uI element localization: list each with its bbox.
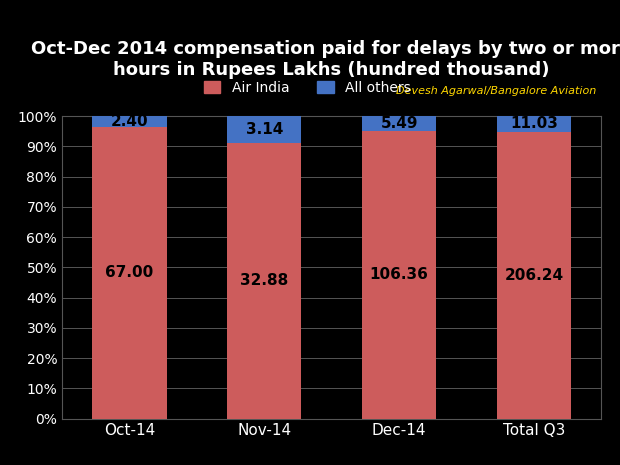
Text: 106.36: 106.36	[370, 267, 428, 282]
Text: Devesh Agarwal/Bangalore Aviation: Devesh Agarwal/Bangalore Aviation	[396, 86, 596, 96]
Bar	[227, 116, 301, 143]
Legend: Air India, All others: Air India, All others	[204, 81, 410, 95]
Bar	[362, 116, 436, 131]
Text: 206.24: 206.24	[505, 267, 564, 283]
Text: 5.49: 5.49	[381, 116, 418, 131]
Text: 2.40: 2.40	[110, 114, 148, 129]
Text: 32.88: 32.88	[240, 273, 288, 288]
Title: Oct-Dec 2014 compensation paid for delays by two or more
hours in Rupees Lakhs (: Oct-Dec 2014 compensation paid for delay…	[31, 40, 620, 79]
Bar	[92, 126, 167, 418]
Bar	[362, 131, 436, 419]
Bar	[497, 116, 571, 132]
Text: 3.14: 3.14	[246, 122, 283, 137]
Bar	[92, 116, 167, 126]
Bar	[227, 143, 301, 418]
Text: 67.00: 67.00	[105, 265, 154, 280]
Bar	[497, 132, 571, 418]
Text: 11.03: 11.03	[510, 116, 558, 132]
